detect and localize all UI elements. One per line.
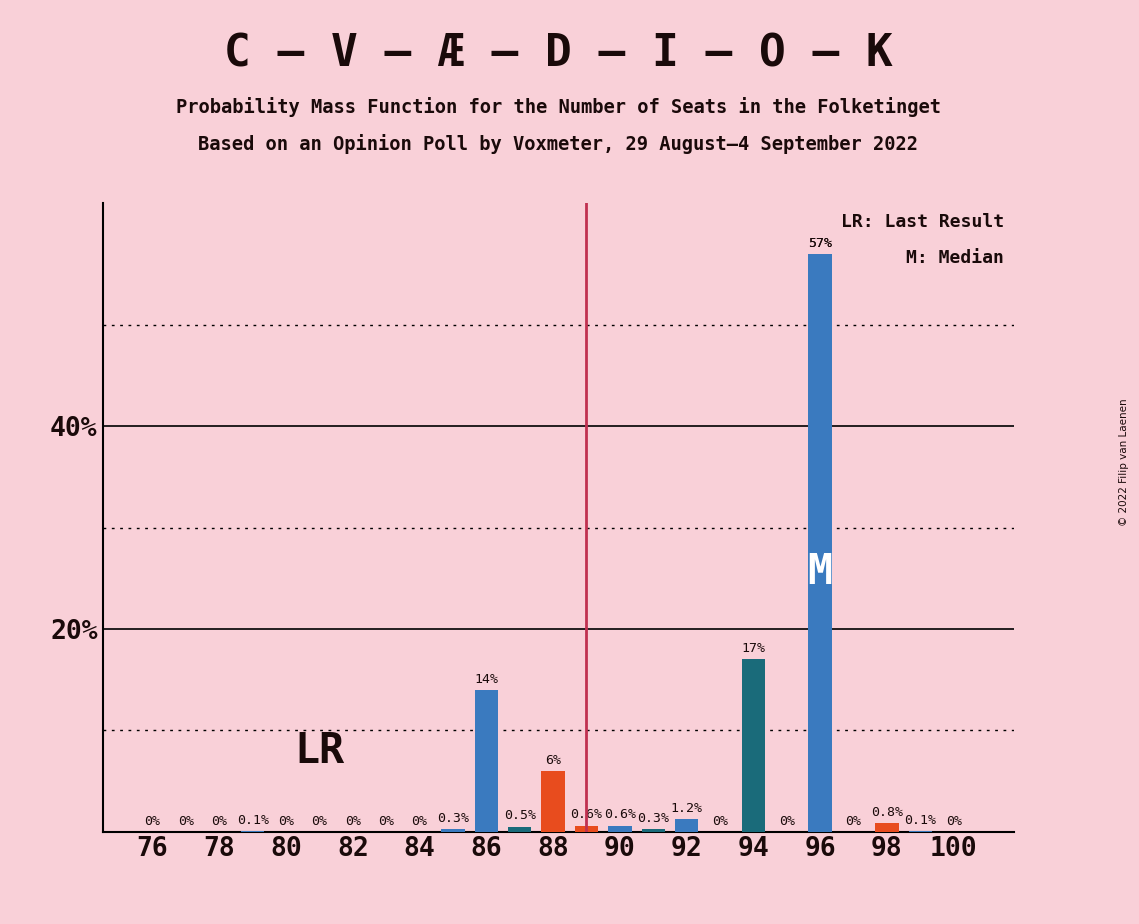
Bar xyxy=(241,831,264,832)
Text: 0.1%: 0.1% xyxy=(237,813,269,827)
Text: 0%: 0% xyxy=(945,815,961,828)
Bar xyxy=(741,660,765,832)
Text: 0%: 0% xyxy=(145,815,161,828)
Text: 0%: 0% xyxy=(178,815,194,828)
Text: © 2022 Filip van Laenen: © 2022 Filip van Laenen xyxy=(1120,398,1129,526)
Text: 14%: 14% xyxy=(474,673,499,686)
Text: 0%: 0% xyxy=(311,815,327,828)
Text: LR: Last Result: LR: Last Result xyxy=(841,213,1003,231)
Bar xyxy=(475,689,498,832)
Text: 57%: 57% xyxy=(809,237,833,249)
Bar xyxy=(541,771,565,832)
Text: Probability Mass Function for the Number of Seats in the Folketinget: Probability Mass Function for the Number… xyxy=(175,97,941,117)
Text: 0.1%: 0.1% xyxy=(904,813,936,827)
Bar xyxy=(909,831,932,832)
Text: LR: LR xyxy=(295,730,344,772)
Text: 0.6%: 0.6% xyxy=(604,808,636,821)
Text: Based on an Opinion Poll by Voxmeter, 29 August–4 September 2022: Based on an Opinion Poll by Voxmeter, 29… xyxy=(198,134,918,154)
Text: M: M xyxy=(808,551,833,592)
Bar xyxy=(608,825,631,832)
Bar xyxy=(441,829,465,832)
Text: 0%: 0% xyxy=(411,815,427,828)
Text: 0.3%: 0.3% xyxy=(637,811,670,824)
Bar xyxy=(508,827,532,832)
Text: 0.3%: 0.3% xyxy=(437,811,469,824)
Bar xyxy=(675,820,698,832)
Bar xyxy=(575,825,598,832)
Text: 0%: 0% xyxy=(278,815,294,828)
Bar xyxy=(641,829,665,832)
Bar xyxy=(809,254,831,832)
Text: 0.8%: 0.8% xyxy=(871,807,903,820)
Text: 6%: 6% xyxy=(546,754,562,767)
Text: 0%: 0% xyxy=(345,815,361,828)
Text: 57%: 57% xyxy=(809,237,833,249)
Text: 0%: 0% xyxy=(779,815,795,828)
Text: M: Median: M: Median xyxy=(906,249,1003,267)
Bar xyxy=(875,823,899,832)
Text: C – V – Æ – D – I – O – K: C – V – Æ – D – I – O – K xyxy=(223,32,893,76)
Text: 0.6%: 0.6% xyxy=(571,808,603,821)
Text: 0.5%: 0.5% xyxy=(503,809,535,822)
Text: 0%: 0% xyxy=(712,815,728,828)
Text: 1.2%: 1.2% xyxy=(671,802,703,815)
Text: 0%: 0% xyxy=(212,815,228,828)
Text: 0%: 0% xyxy=(378,815,394,828)
Text: 17%: 17% xyxy=(741,642,765,655)
Text: 0%: 0% xyxy=(845,815,861,828)
